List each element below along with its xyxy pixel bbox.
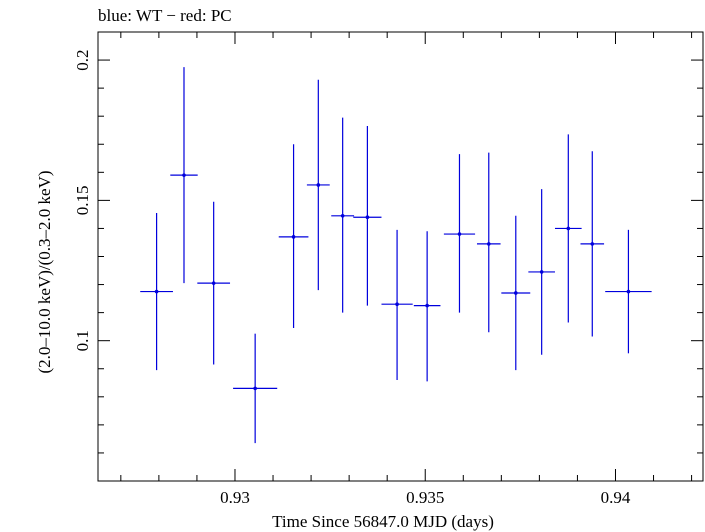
data-point <box>331 117 355 313</box>
point-marker <box>539 270 544 274</box>
data-point <box>476 152 501 333</box>
data-point <box>233 333 278 444</box>
data-point <box>580 151 605 337</box>
x-axis-label: Time Since 56847.0 MJD (days) <box>272 512 494 531</box>
data-point <box>140 213 173 371</box>
data-point <box>306 79 330 291</box>
point-marker <box>626 289 631 294</box>
data-point <box>605 229 652 354</box>
axis-ticks-layer: 0.93 0.935 0.94 0.1 0.15 0.2 <box>73 31 703 507</box>
plot-frame <box>97 31 704 482</box>
point-marker <box>291 235 296 239</box>
x-tick-label: 0.94 <box>601 488 631 507</box>
chart-title: blue: WT − red: PC <box>98 6 232 25</box>
point-marker <box>395 302 399 307</box>
y-tick-label: 0.1 <box>73 330 92 351</box>
data-point <box>528 189 555 355</box>
data-point <box>381 229 413 380</box>
point-marker <box>340 214 345 218</box>
data-point <box>278 144 309 329</box>
data-point <box>501 215 531 371</box>
data-point <box>197 201 231 365</box>
point-marker <box>513 291 518 295</box>
data-point <box>554 134 582 323</box>
point-marker <box>182 173 186 177</box>
point-marker <box>365 215 370 220</box>
point-marker <box>566 226 571 231</box>
y-axis-label: (2.0–10.0 keV)/(0.3–2.0 keV) <box>35 170 54 373</box>
point-marker <box>590 242 595 246</box>
point-marker <box>253 386 257 391</box>
point-marker <box>486 242 491 246</box>
y-tick-label: 0.15 <box>73 186 92 216</box>
x-tick-label: 0.93 <box>220 488 250 507</box>
point-marker <box>316 183 321 187</box>
y-tick-label: 0.2 <box>73 49 92 70</box>
plot-frame-layer <box>97 31 704 482</box>
point-marker <box>457 232 462 236</box>
point-marker <box>425 303 429 308</box>
data-point <box>443 154 476 313</box>
x-tick-label: 0.935 <box>406 488 444 507</box>
point-marker <box>211 281 216 285</box>
data-point <box>413 231 441 382</box>
point-marker <box>154 289 159 294</box>
data-point <box>170 67 198 284</box>
data-points-layer <box>140 67 652 444</box>
data-point <box>353 126 382 306</box>
